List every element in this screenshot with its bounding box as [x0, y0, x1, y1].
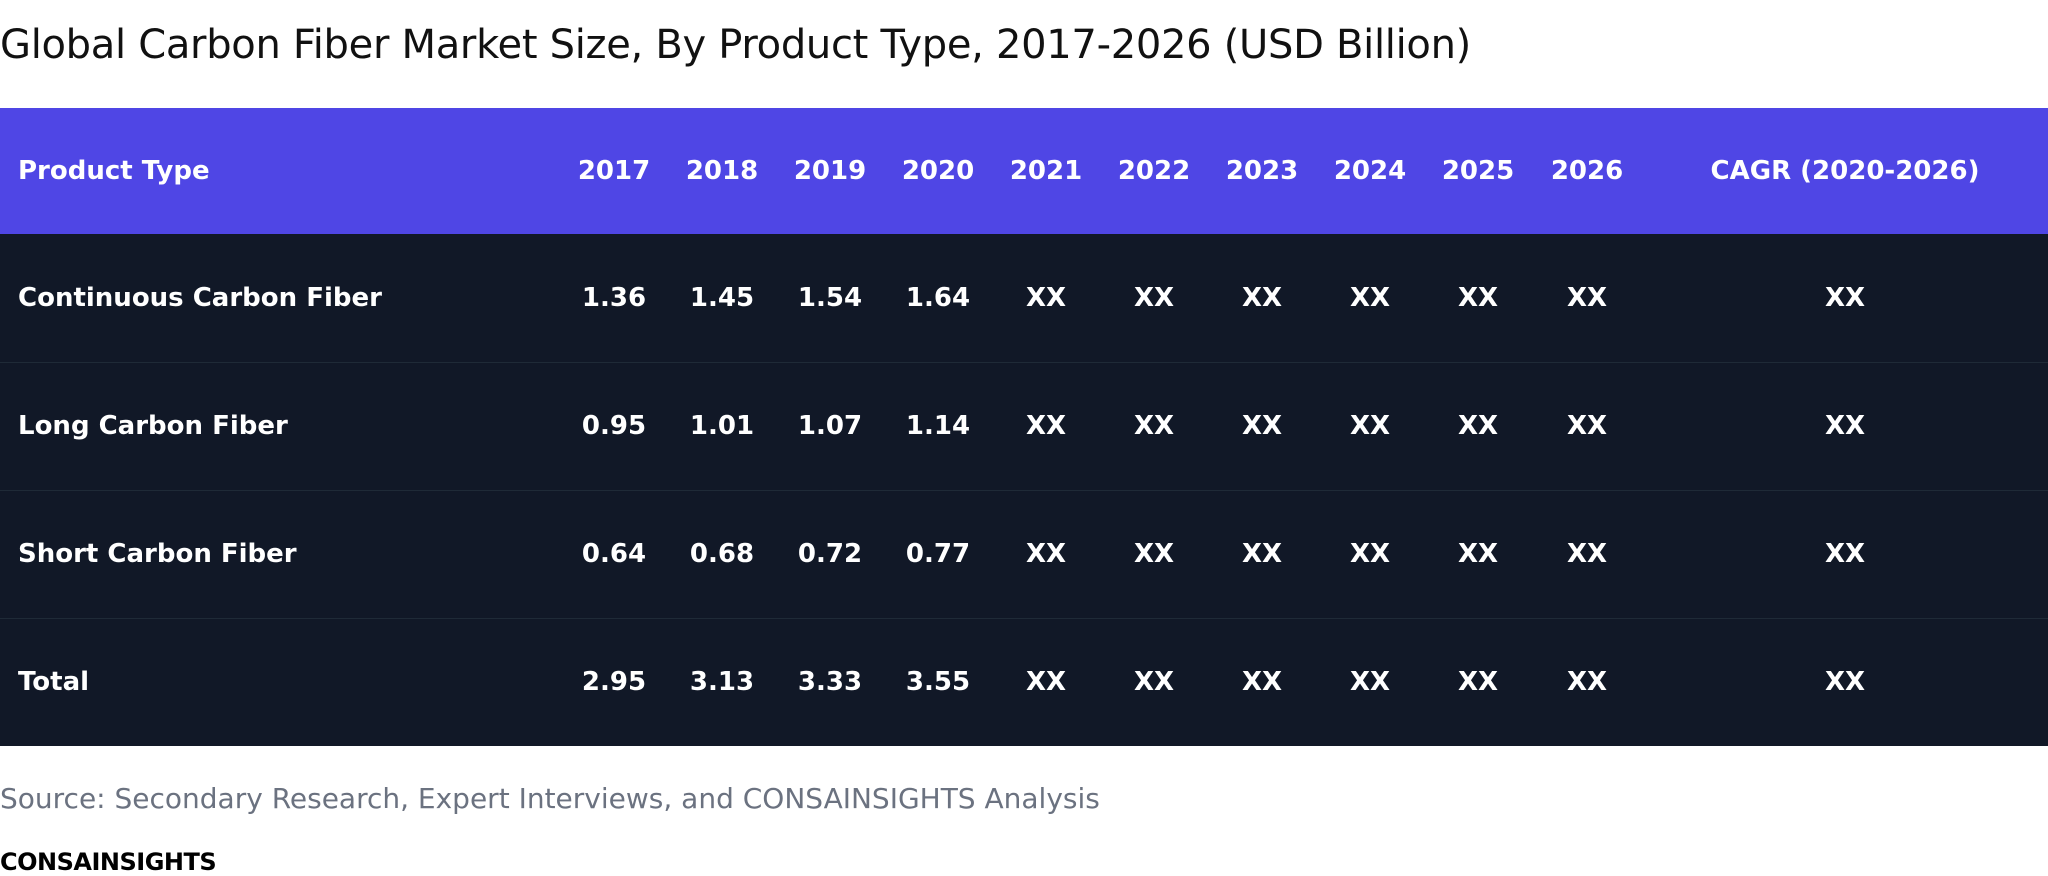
column-header-2022: 2022: [1117, 156, 1191, 186]
market-size-table-container: Product Type 2017 2018 2019 2020 2021 20…: [0, 108, 2048, 746]
table-cell: 0.77: [905, 539, 971, 569]
table-row: Short Carbon Fiber 0.64 0.68 0.72 0.77 X…: [0, 490, 2048, 618]
table-cell: 1.36: [581, 282, 647, 313]
table-cell: XX: [1566, 282, 1608, 313]
table-cell: XX: [1566, 667, 1608, 698]
table-cell: XX: [1349, 539, 1391, 569]
market-size-table: Product Type 2017 2018 2019 2020 2021 20…: [0, 108, 2048, 746]
table-cell: XX: [1025, 411, 1067, 441]
table-cell: XX: [1025, 282, 1067, 313]
column-header-product-type: Product Type: [18, 156, 210, 186]
column-header-cagr: CAGR (2020-2026): [1710, 156, 1980, 186]
column-header-2023: 2023: [1225, 156, 1299, 186]
column-header-2025: 2025: [1441, 156, 1515, 186]
table-cell: XX: [1241, 667, 1283, 698]
table-cell-product: Continuous Carbon Fiber: [18, 282, 382, 313]
table-cell: XX: [1566, 539, 1608, 569]
table-cell-product: Long Carbon Fiber: [18, 411, 288, 441]
column-header-2020: 2020: [901, 156, 975, 186]
table-cell: XX: [1133, 539, 1175, 569]
table-cell-cagr: XX: [1824, 282, 1866, 313]
table-header-row: Product Type 2017 2018 2019 2020 2021 20…: [0, 108, 2048, 234]
table-cell: 0.64: [581, 539, 647, 569]
column-header-2024: 2024: [1333, 156, 1407, 186]
table-cell-product: Total: [18, 667, 90, 698]
table-row-total: Total 2.95 3.13 3.33 3.55 XX XX XX XX XX…: [0, 618, 2048, 746]
column-header-2021: 2021: [1009, 156, 1083, 186]
table-cell: XX: [1241, 539, 1283, 569]
table-cell-product: Short Carbon Fiber: [18, 539, 297, 569]
table-cell: XX: [1241, 282, 1283, 313]
table-cell: 1.54: [797, 282, 863, 313]
table-cell: XX: [1349, 411, 1391, 441]
table-cell: XX: [1457, 667, 1499, 698]
table-cell: XX: [1133, 667, 1175, 698]
table-cell: XX: [1241, 411, 1283, 441]
table-cell: 2.95: [581, 667, 647, 698]
table-cell: XX: [1566, 411, 1608, 441]
table-cell: 1.14: [905, 411, 971, 441]
table-cell: 1.45: [689, 282, 755, 313]
column-header-2018: 2018: [685, 156, 759, 186]
table-cell-cagr: XX: [1824, 667, 1866, 698]
table-row: Continuous Carbon Fiber 1.36 1.45 1.54 1…: [0, 234, 2048, 362]
table-cell: XX: [1457, 539, 1499, 569]
table-cell-cagr: XX: [1824, 539, 1866, 569]
brand-logo-text: CONSAINSIGHTS: [0, 848, 217, 876]
table-cell: 1.64: [905, 282, 971, 313]
table-cell: XX: [1457, 411, 1499, 441]
column-header-2019: 2019: [793, 156, 867, 186]
table-cell: XX: [1457, 282, 1499, 313]
table-cell: XX: [1133, 411, 1175, 441]
table-cell: 3.13: [689, 667, 755, 698]
table-cell: XX: [1349, 282, 1391, 313]
table-cell: XX: [1025, 539, 1067, 569]
page-title: Global Carbon Fiber Market Size, By Prod…: [0, 22, 1471, 68]
table-cell: 3.33: [797, 667, 863, 698]
table-cell: 0.68: [689, 539, 755, 569]
table-cell: 0.95: [581, 411, 647, 441]
column-header-2017: 2017: [577, 156, 651, 186]
source-note: Source: Secondary Research, Expert Inter…: [0, 782, 1100, 815]
table-cell: 0.72: [797, 539, 863, 569]
table-cell: XX: [1133, 282, 1175, 313]
column-header-2026: 2026: [1550, 156, 1624, 186]
table-cell: 3.55: [905, 667, 971, 698]
table-cell: 1.07: [797, 411, 863, 441]
table-cell: 1.01: [689, 411, 755, 441]
table-cell-cagr: XX: [1824, 411, 1866, 441]
table-cell: XX: [1025, 667, 1067, 698]
table-row: Long Carbon Fiber 0.95 1.01 1.07 1.14 XX…: [0, 362, 2048, 490]
table-cell: XX: [1349, 667, 1391, 698]
